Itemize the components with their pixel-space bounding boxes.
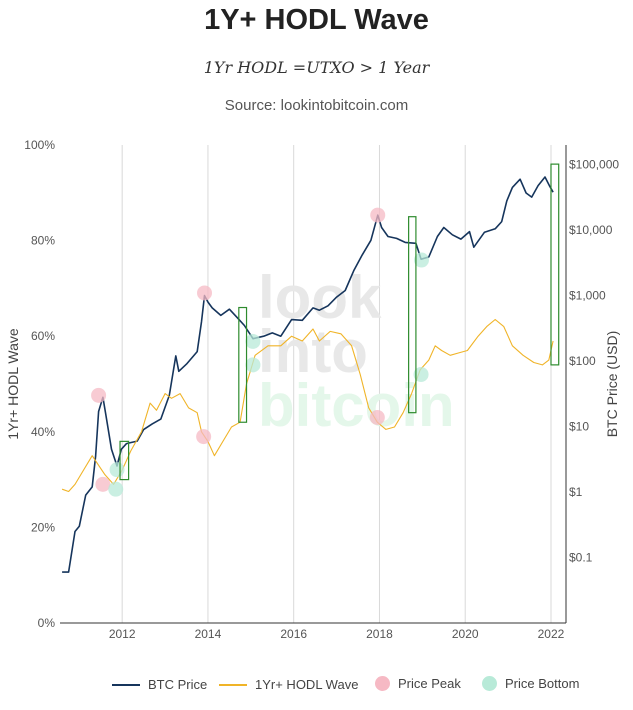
legend-item-bottom[interactable]: Price Bottom: [482, 676, 579, 691]
highlight-box: [119, 440, 130, 481]
x-tick-label: 2014: [195, 627, 222, 641]
series-hodl-wave: [61, 318, 554, 493]
y2-tick-label: $10,000: [569, 223, 613, 237]
legend-swatch-bottom: [482, 676, 497, 691]
price-bottom-marker: [413, 366, 429, 382]
x-tick-label: 2012: [109, 627, 136, 641]
y-tick-label: 80%: [31, 234, 55, 248]
y2-tick-label: $10: [569, 420, 589, 434]
legend-label-btc: BTC Price: [148, 677, 208, 692]
legend-swatch-btc: [112, 683, 140, 686]
y2-tick-label: $0.1: [569, 551, 593, 565]
legend-label-peak: Price Peak: [398, 676, 461, 691]
axis-layer: 2012 2014 2016 2018 2020 2022 0% 20% 40% 60% 80% 10…: [24, 138, 619, 641]
watermark-bitcoin: bitcoin: [258, 372, 455, 439]
x-tick-label: 2022: [538, 627, 565, 641]
price-peak-marker: [369, 409, 385, 425]
legend-item-hodl[interactable]: 1Yr+ HODL Wave: [219, 677, 358, 692]
y2-tick-label: $1: [569, 485, 583, 499]
legend-item-btc[interactable]: BTC Price: [112, 677, 207, 692]
highlight-box: [238, 306, 248, 423]
legend-item-peak[interactable]: Price Peak: [375, 676, 461, 691]
y2-tick-label: $100: [569, 354, 596, 368]
x-tick-label: 2016: [280, 627, 307, 641]
price-bottom-marker: [109, 462, 125, 478]
legend-label-bottom: Price Bottom: [505, 676, 580, 691]
y2-tick-label: $1,000: [569, 289, 606, 303]
y2-axis-label: BTC Price (USD): [604, 331, 620, 438]
y-axis-label: 1Yr+ HODL Wave: [5, 328, 21, 440]
box-layer: [119, 163, 560, 481]
chart-subtitle: 1Yr HODL =UTXO > 1 Year: [203, 58, 430, 77]
price-peak-marker: [95, 476, 111, 492]
y-tick-label: 60%: [31, 329, 55, 343]
y2-tick-label: $100,000: [569, 158, 619, 172]
y-tick-label: 20%: [31, 520, 55, 534]
chart-source: Source: lookintobitcoin.com: [224, 97, 409, 114]
y-tick-label: 0%: [38, 616, 56, 630]
watermark-look: look: [258, 264, 382, 331]
price-peak-marker: [91, 387, 107, 403]
marker-layer: [91, 207, 429, 497]
legend-swatch-peak: [375, 676, 390, 691]
price-bottom-marker: [245, 357, 261, 373]
legend-swatch-hodl: [219, 683, 247, 686]
price-bottom-marker: [413, 252, 429, 268]
x-tick-label: 2018: [366, 627, 393, 641]
chart-title: 1Y+ HODL Wave: [204, 4, 429, 36]
y-tick-label: 40%: [31, 425, 55, 439]
price-bottom-marker: [108, 481, 124, 497]
price-peak-marker: [197, 285, 213, 301]
highlight-box: [550, 163, 560, 366]
price-bottom-marker: [245, 333, 261, 349]
legend-label-hodl: 1Yr+ HODL Wave: [255, 677, 359, 692]
x-tick-label: 2020: [452, 627, 479, 641]
price-peak-marker: [196, 429, 212, 445]
watermark: look into bitcoin: [258, 264, 455, 439]
highlight-box: [408, 216, 417, 414]
y-tick-label: 100%: [24, 138, 55, 152]
price-peak-marker: [370, 207, 386, 223]
